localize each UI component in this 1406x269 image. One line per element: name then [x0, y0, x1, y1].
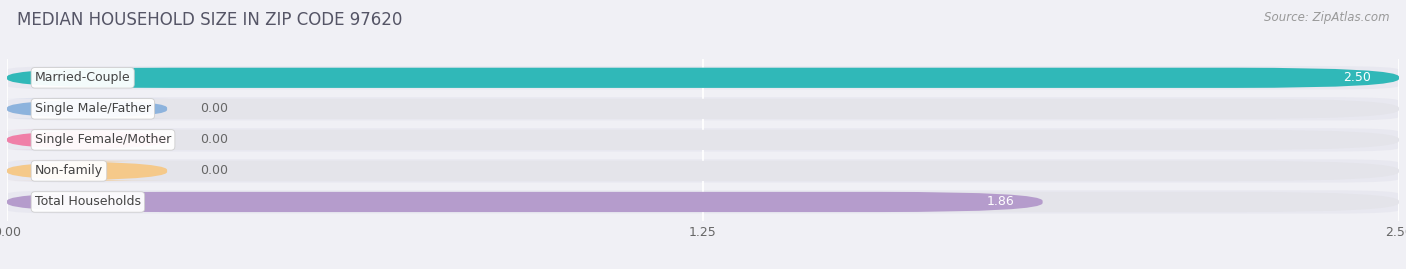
FancyBboxPatch shape [7, 161, 1399, 181]
Text: Total Households: Total Households [35, 196, 141, 208]
Text: MEDIAN HOUSEHOLD SIZE IN ZIP CODE 97620: MEDIAN HOUSEHOLD SIZE IN ZIP CODE 97620 [17, 11, 402, 29]
Text: Married-Couple: Married-Couple [35, 71, 131, 84]
FancyBboxPatch shape [7, 97, 1399, 121]
Text: 1.86: 1.86 [987, 196, 1015, 208]
FancyBboxPatch shape [4, 130, 170, 150]
FancyBboxPatch shape [7, 99, 1399, 119]
FancyBboxPatch shape [7, 68, 1399, 88]
Text: 0.00: 0.00 [201, 164, 229, 178]
Text: Single Female/Mother: Single Female/Mother [35, 133, 172, 146]
FancyBboxPatch shape [4, 161, 170, 181]
FancyBboxPatch shape [7, 190, 1399, 214]
Text: 2.50: 2.50 [1343, 71, 1371, 84]
FancyBboxPatch shape [7, 192, 1043, 212]
FancyBboxPatch shape [7, 192, 1399, 212]
Text: 0.00: 0.00 [201, 102, 229, 115]
Text: Single Male/Father: Single Male/Father [35, 102, 150, 115]
FancyBboxPatch shape [7, 66, 1399, 89]
FancyBboxPatch shape [7, 159, 1399, 183]
FancyBboxPatch shape [4, 99, 170, 119]
FancyBboxPatch shape [7, 130, 1399, 150]
Text: Non-family: Non-family [35, 164, 103, 178]
Text: 0.00: 0.00 [201, 133, 229, 146]
Text: Source: ZipAtlas.com: Source: ZipAtlas.com [1264, 11, 1389, 24]
FancyBboxPatch shape [7, 128, 1399, 151]
FancyBboxPatch shape [7, 68, 1399, 88]
